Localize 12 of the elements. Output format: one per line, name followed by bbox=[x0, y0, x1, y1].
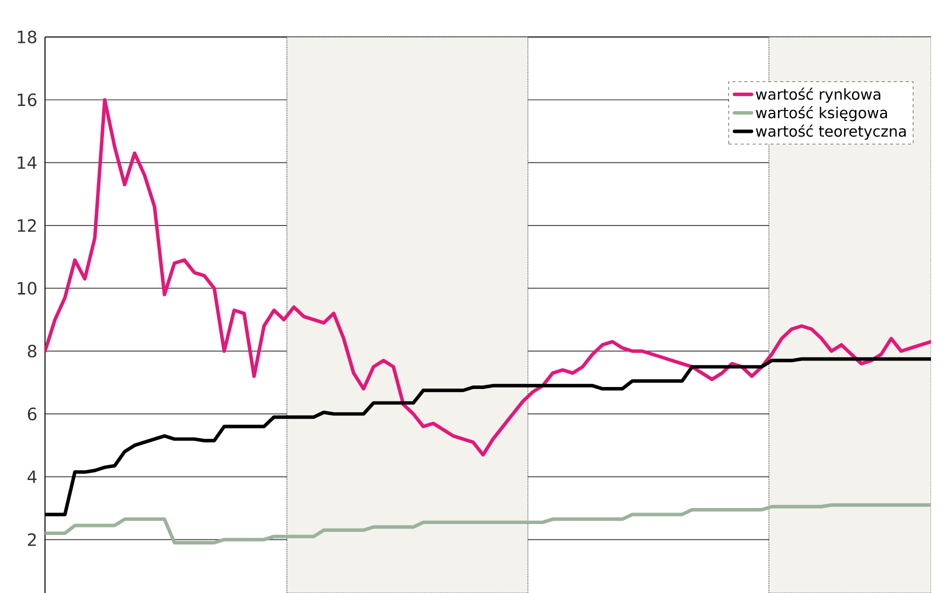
y-tick-label: 2 bbox=[28, 533, 36, 546]
y-tick-label: 4 bbox=[28, 470, 37, 483]
y-tick-label: 12 bbox=[18, 218, 36, 232]
y-tick-label: 10 bbox=[18, 282, 36, 294]
y-tick-label: 16 bbox=[18, 93, 36, 106]
legend-label: wartość rynkowa bbox=[756, 87, 880, 103]
y-tick-label: 6 bbox=[28, 407, 36, 420]
y-tick-label: 14 bbox=[18, 156, 37, 169]
y-tick-label: 8 bbox=[28, 344, 36, 358]
y-tick-label: 18 bbox=[18, 30, 36, 44]
legend-label: wartość teoretyczna bbox=[756, 124, 906, 140]
legend-label: wartość księgowa bbox=[756, 106, 887, 121]
